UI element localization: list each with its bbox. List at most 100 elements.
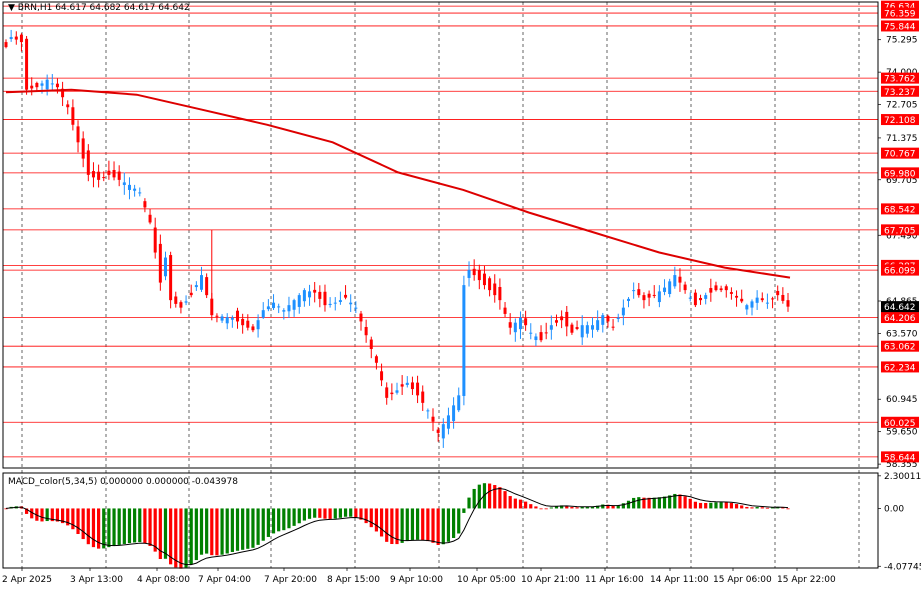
macd-bar [544, 508, 548, 510]
level-tag-label: 69.980 [884, 169, 916, 179]
candle-body [107, 170, 111, 175]
candle-body [97, 171, 101, 180]
macd-bar [405, 508, 409, 541]
macd-bar [364, 508, 368, 524]
candle-body [380, 371, 384, 381]
macd-bar [668, 495, 672, 509]
candle-body [745, 305, 749, 310]
macd-bar [30, 508, 34, 519]
candle-body [272, 302, 276, 309]
macd-bar [292, 508, 296, 526]
macd-bar [148, 508, 152, 546]
macd-bar [652, 497, 656, 509]
candle-body [750, 301, 754, 308]
macd-bar [621, 503, 625, 509]
macd-bar [513, 498, 517, 509]
level-tag-label: 68.542 [884, 205, 916, 215]
macd-bar [488, 483, 492, 509]
macd-bar [241, 508, 245, 550]
macd-bar [158, 508, 162, 560]
candle-body [292, 300, 296, 310]
macd-bar [415, 508, 420, 540]
candle-body [688, 297, 692, 299]
macd-bar [266, 508, 270, 537]
candle-body [611, 326, 615, 328]
macd-bar [307, 508, 312, 519]
macd-bar [755, 507, 759, 509]
current-price-tag [881, 301, 919, 313]
candle-body [385, 387, 389, 398]
macd-bar [210, 508, 214, 556]
macd-bar [462, 508, 466, 513]
candle-body [302, 290, 306, 302]
candle-body [153, 227, 157, 253]
candle-body [760, 298, 764, 301]
macd-bar [205, 508, 209, 554]
candle-body [416, 382, 420, 396]
candle-body [256, 320, 260, 330]
candle-body [349, 302, 353, 305]
time-axis[interactable]: 2 Apr 2025 3 Apr 13:00 4 Apr 08:00 7 Apr 04… [2, 568, 836, 585]
candle-body [678, 276, 682, 283]
level-tag [881, 85, 919, 97]
time-tick-label: 15 Apr 22:00 [777, 575, 836, 585]
macd-bar [637, 497, 641, 509]
macd-bar [400, 508, 404, 543]
candle-body [86, 150, 90, 175]
macd-bar [508, 496, 512, 509]
macd-bar [709, 502, 713, 509]
macd-bar [81, 508, 85, 540]
macd-bar [632, 497, 636, 509]
macd-bar [385, 508, 389, 542]
macd-bar [91, 508, 96, 548]
candle-body [637, 289, 641, 296]
macd-axis: 2.300113 0.00 -4.077459 [878, 472, 921, 572]
candle-body [467, 270, 471, 278]
candle-body [400, 384, 404, 387]
macd-bar [35, 508, 39, 521]
macd-bar [734, 504, 739, 509]
macd-bar [611, 505, 615, 509]
horizontal-levels[interactable] [3, 5, 878, 458]
candle-body [534, 336, 538, 341]
macd-bar [338, 508, 343, 518]
macd-bar [534, 506, 538, 509]
level-tag-label: 70.767 [884, 150, 916, 160]
symbol-label: BRN,H1 [17, 3, 53, 13]
candle-body [246, 320, 250, 328]
candle-body [709, 288, 713, 293]
macd-bar [554, 506, 559, 509]
macd-bar [60, 508, 65, 524]
candle-body [596, 320, 600, 330]
macd-bar [549, 507, 553, 509]
candle-body [205, 277, 209, 296]
macd-bar [518, 499, 523, 509]
candle-body [230, 317, 234, 320]
macd-bar [770, 507, 775, 509]
price-axis[interactable]: 75.29574.00072.70571.37569.70567.49064.8… [878, 0, 919, 470]
level-tag-label: 58.644 [884, 453, 916, 463]
candle-body [313, 289, 317, 293]
candle-body [333, 302, 337, 304]
macd-bar [349, 508, 353, 517]
candle-body [524, 318, 528, 326]
macd-bar [724, 502, 728, 509]
candle-body [133, 188, 137, 191]
price-tick-label: 75.295 [886, 36, 918, 46]
candle-body [50, 83, 54, 85]
moving-average-line [5, 88, 791, 279]
candle-body [76, 126, 80, 143]
macd-bar [688, 498, 692, 509]
candle-body [565, 311, 569, 327]
level-tag [881, 224, 919, 236]
macd-tick-label: 0.00 [884, 504, 904, 514]
candle-body [575, 327, 579, 329]
macd-bar [560, 505, 564, 509]
candle-body [771, 298, 775, 300]
level-tag-label: 67.705 [884, 226, 916, 236]
collapse-arrow-icon[interactable]: ▼ [8, 3, 15, 13]
candle-body [138, 192, 142, 194]
macd-tick-label: 2.300113 [884, 472, 921, 482]
